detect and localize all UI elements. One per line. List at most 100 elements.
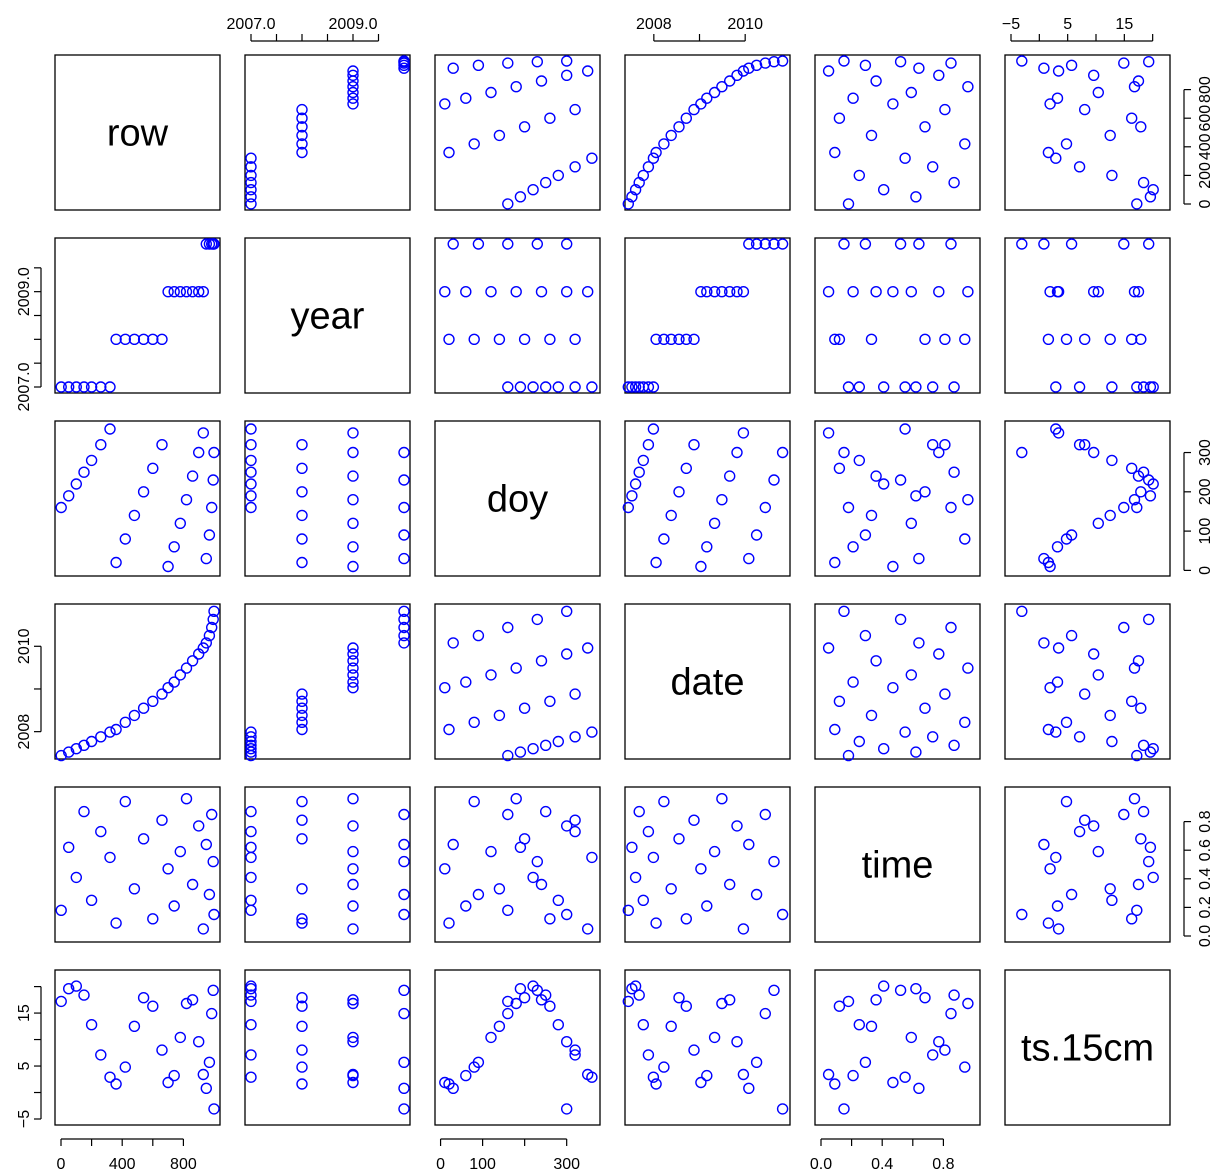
point-year-vs-doy-15 (485, 286, 497, 298)
point-row-vs-year-16 (347, 80, 359, 93)
point-row-vs-time-23 (894, 56, 907, 68)
point-date-vs-time-1 (910, 746, 922, 758)
point-row-vs-year-11 (296, 112, 308, 124)
point-row-vs-time-9 (865, 129, 878, 142)
point-ts-15cm-vs-time-9 (865, 1020, 878, 1033)
point-date-vs-row-7 (110, 723, 122, 736)
point-row-vs-ts-15cm-4 (1106, 169, 1118, 182)
point-doy-vs-row-19 (197, 427, 210, 439)
point-time-vs-year-17 (347, 878, 359, 891)
point-date-vs-doy-15 (485, 669, 497, 681)
point-date-vs-doy-6 (586, 726, 598, 738)
point-doy-vs-time-0 (842, 501, 855, 514)
point-ts-15cm-vs-year-12 (296, 1044, 308, 1056)
point-year-vs-doy-6 (586, 381, 598, 393)
point-date-vs-time-24 (838, 605, 850, 617)
point-doy-vs-year-12 (296, 439, 308, 451)
point-ts-15cm-vs-year-9 (296, 1020, 308, 1033)
point-date-vs-time-23 (894, 613, 907, 626)
point-date-vs-time-17 (870, 655, 882, 667)
right-tick-label-time-2: 0.4 (1197, 868, 1214, 890)
point-date-vs-ts-15cm-15 (1092, 669, 1105, 681)
point-doy-vs-year-4 (245, 454, 257, 467)
top-tick-label-date-1: 2010 (727, 16, 763, 33)
point-year-vs-time-10 (919, 333, 931, 345)
point-doy-vs-date-24 (776, 446, 789, 459)
point-row-vs-ts-15cm-23 (1142, 56, 1155, 68)
point-date-vs-time-15 (905, 669, 917, 681)
point-doy-vs-date-18 (731, 446, 743, 459)
point-year-vs-ts-15cm-16 (1128, 286, 1141, 298)
point-doy-vs-row-17 (186, 470, 199, 482)
point-ts-15cm-vs-time-15 (905, 1031, 917, 1044)
point-time-vs-doy-5 (569, 825, 581, 838)
point-ts-15cm-vs-doy-13 (439, 1076, 451, 1089)
panel-date-vs-year (244, 603, 411, 760)
point-ts-15cm-vs-time-7 (829, 1078, 841, 1090)
point-doy-vs-ts-15cm-14 (1051, 541, 1064, 553)
point-doy-vs-date-12 (688, 439, 700, 451)
point-date-vs-year-8 (296, 716, 308, 728)
point-date-vs-doy-17 (535, 655, 548, 667)
point-ts-15cm-vs-year-2 (245, 980, 257, 992)
point-date-vs-ts-15cm-12 (1078, 688, 1091, 700)
point-row-vs-date-15 (708, 86, 721, 99)
point-ts-15cm-vs-date-12 (688, 1044, 700, 1056)
point-row-vs-time-17 (870, 75, 882, 87)
point-year-vs-ts-15cm-0 (1131, 381, 1143, 393)
point-date-vs-row-4 (85, 735, 98, 748)
point-doy-vs-time-21 (859, 529, 872, 541)
point-year-vs-doy-16 (510, 286, 522, 298)
point-time-vs-date-14 (701, 900, 713, 912)
panel-doy-vs-time (814, 420, 981, 577)
point-date-vs-year-7 (296, 723, 308, 736)
point-row-vs-time-7 (829, 146, 841, 159)
point-time-vs-ts-15cm-16 (1128, 793, 1141, 805)
point-time-vs-ts-15cm-0 (1131, 904, 1143, 916)
panel-time-vs-ts-15cm (1004, 786, 1171, 943)
right-tick-label-row-2: 400 (1197, 133, 1214, 160)
point-row-vs-date-0 (622, 198, 634, 210)
point-time-vs-date-8 (658, 795, 670, 808)
point-year-vs-ts-15cm-10 (1135, 333, 1147, 345)
point-ts-15cm-vs-date-20 (743, 1082, 755, 1095)
point-date-vs-time-0 (842, 749, 855, 762)
point-date-vs-ts-15cm-17 (1132, 655, 1145, 667)
point-ts-15cm-vs-year-6 (245, 1071, 257, 1083)
point-doy-vs-date-2 (629, 478, 642, 490)
point-doy-vs-time-6 (899, 423, 911, 435)
point-date-vs-ts-15cm-22 (1118, 621, 1130, 634)
point-date-vs-row-22 (205, 621, 218, 634)
panel-year-vs-ts-15cm (1004, 237, 1171, 394)
point-doy-vs-year-6 (245, 423, 257, 435)
point-row-vs-year-10 (296, 121, 308, 133)
point-time-vs-ts-15cm-10 (1135, 833, 1147, 845)
point-doy-vs-ts-15cm-18 (1087, 446, 1100, 459)
point-row-vs-time-10 (919, 121, 931, 133)
point-date-vs-time-18 (933, 648, 945, 660)
panel-doy-vs-year (244, 420, 411, 577)
point-date-vs-ts-15cm-11 (1125, 695, 1138, 707)
point-date-vs-doy-8 (468, 716, 480, 728)
point-time-vs-row-7 (110, 917, 122, 929)
point-time-vs-doy-22 (502, 808, 514, 821)
point-time-vs-doy-17 (535, 878, 548, 891)
point-ts-15cm-vs-time-0 (842, 995, 855, 1008)
point-row-vs-ts-15cm-9 (1104, 129, 1116, 142)
point-date-vs-row-11 (147, 695, 159, 707)
point-time-vs-date-10 (673, 833, 685, 845)
point-row-vs-doy-0 (502, 198, 514, 210)
panel-date-vs-row (54, 603, 221, 760)
point-doy-vs-time-24 (838, 446, 850, 459)
point-time-vs-date-19 (737, 923, 750, 935)
point-doy-vs-time-22 (945, 501, 957, 514)
point-ts-15cm-vs-date-19 (737, 1068, 750, 1081)
point-doy-vs-year-3 (245, 466, 257, 478)
point-doy-vs-row-5 (95, 439, 107, 451)
point-time-vs-ts-15cm-24 (1016, 908, 1028, 921)
point-year-vs-ts-15cm-19 (1052, 286, 1065, 298)
point-ts-15cm-vs-time-24 (838, 1103, 850, 1115)
point-row-vs-ts-15cm-0 (1131, 198, 1143, 210)
point-year-vs-doy-4 (552, 381, 564, 393)
